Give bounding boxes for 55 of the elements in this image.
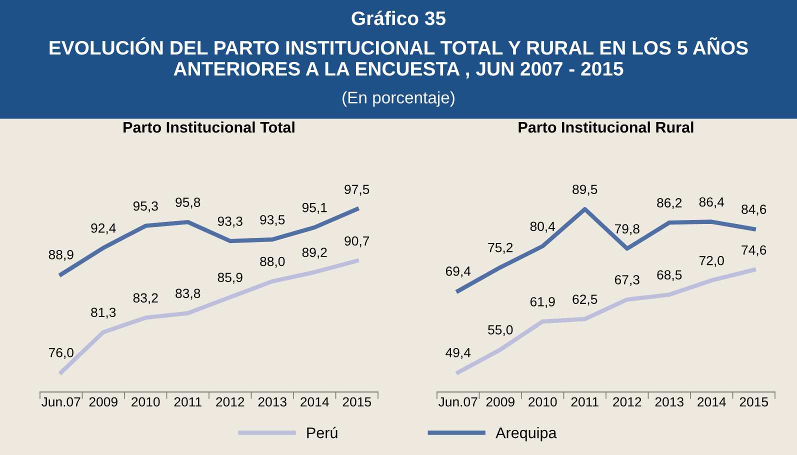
x-tick-label: 2010	[528, 397, 557, 407]
x-tick-label: Jun.07	[438, 397, 478, 407]
data-label: 75,2	[488, 242, 513, 254]
data-label: 93,5	[260, 215, 285, 226]
data-label: 67,3	[614, 275, 640, 286]
x-tick-label: 2009	[89, 397, 118, 407]
data-label: 81,3	[91, 308, 116, 319]
data-label: 72,0	[699, 256, 724, 267]
data-label: 55,0	[488, 325, 513, 336]
data-label: 95,1	[302, 202, 327, 214]
legend-label: Perú	[307, 426, 338, 438]
x-tick-label: 2012	[216, 397, 244, 407]
data-label: 95,8	[176, 198, 200, 209]
data-label: 89,5	[572, 184, 598, 196]
data-label: 89,2	[302, 248, 327, 259]
data-label: 79,8	[614, 224, 640, 236]
x-tick-label: 2013	[655, 397, 684, 407]
data-label: 95,3	[133, 201, 158, 212]
x-tick-label: 2012	[613, 397, 642, 407]
data-label: 84,6	[742, 204, 766, 216]
chart-title: Parto Institucional Rural	[518, 121, 694, 133]
data-label: 49,4	[446, 348, 471, 359]
data-label: 88,0	[260, 256, 285, 268]
text: Gráfico 35	[352, 10, 446, 26]
data-label: 93,3	[218, 216, 242, 228]
text: (En porcentaje)	[342, 91, 454, 107]
data-label: 74,6	[742, 245, 766, 256]
x-tick-label: 2014	[300, 397, 329, 407]
data-label: 69,4	[446, 266, 471, 278]
data-label: 61,9	[530, 297, 555, 308]
x-tick-label: 2010	[132, 397, 160, 407]
data-label: 76,0	[48, 348, 74, 359]
data-label: 83,8	[176, 288, 200, 300]
data-label: 88,9	[48, 250, 74, 261]
data-label: 97,5	[344, 184, 370, 196]
data-label: 83,2	[133, 293, 158, 304]
x-tick-label: 2013	[258, 397, 286, 407]
data-label: 80,4	[530, 222, 556, 233]
data-label: 86,4	[699, 197, 724, 208]
x-tick-label: 2015	[342, 397, 371, 407]
x-tick-label: 2015	[740, 397, 768, 407]
x-tick-label: 2009	[486, 397, 514, 407]
x-tick-label: 2011	[174, 397, 202, 407]
chart-title: Parto Institucional Total	[124, 121, 294, 133]
legend-label: Arequipa	[496, 427, 557, 442]
data-label: 68,5	[657, 270, 682, 282]
data-label: 85,9	[218, 272, 242, 284]
data-label: 86,2	[657, 198, 682, 210]
data-label: 92,4	[91, 223, 116, 234]
x-tick-label: 2011	[571, 397, 598, 407]
text: EVOLUCIÓN DEL PARTO INSTITUCIONAL TOTAL Y RURAL EN LOS 5 AÑOS ANTERIORES A LA ENCUESTA , JUN 2007 - 2015	[50, 37, 748, 79]
data-label: 90,7	[344, 236, 370, 248]
x-tick-label: 2014	[698, 397, 726, 407]
x-tick-label: Jun.07	[42, 397, 80, 407]
data-label: 62,5	[572, 294, 598, 306]
